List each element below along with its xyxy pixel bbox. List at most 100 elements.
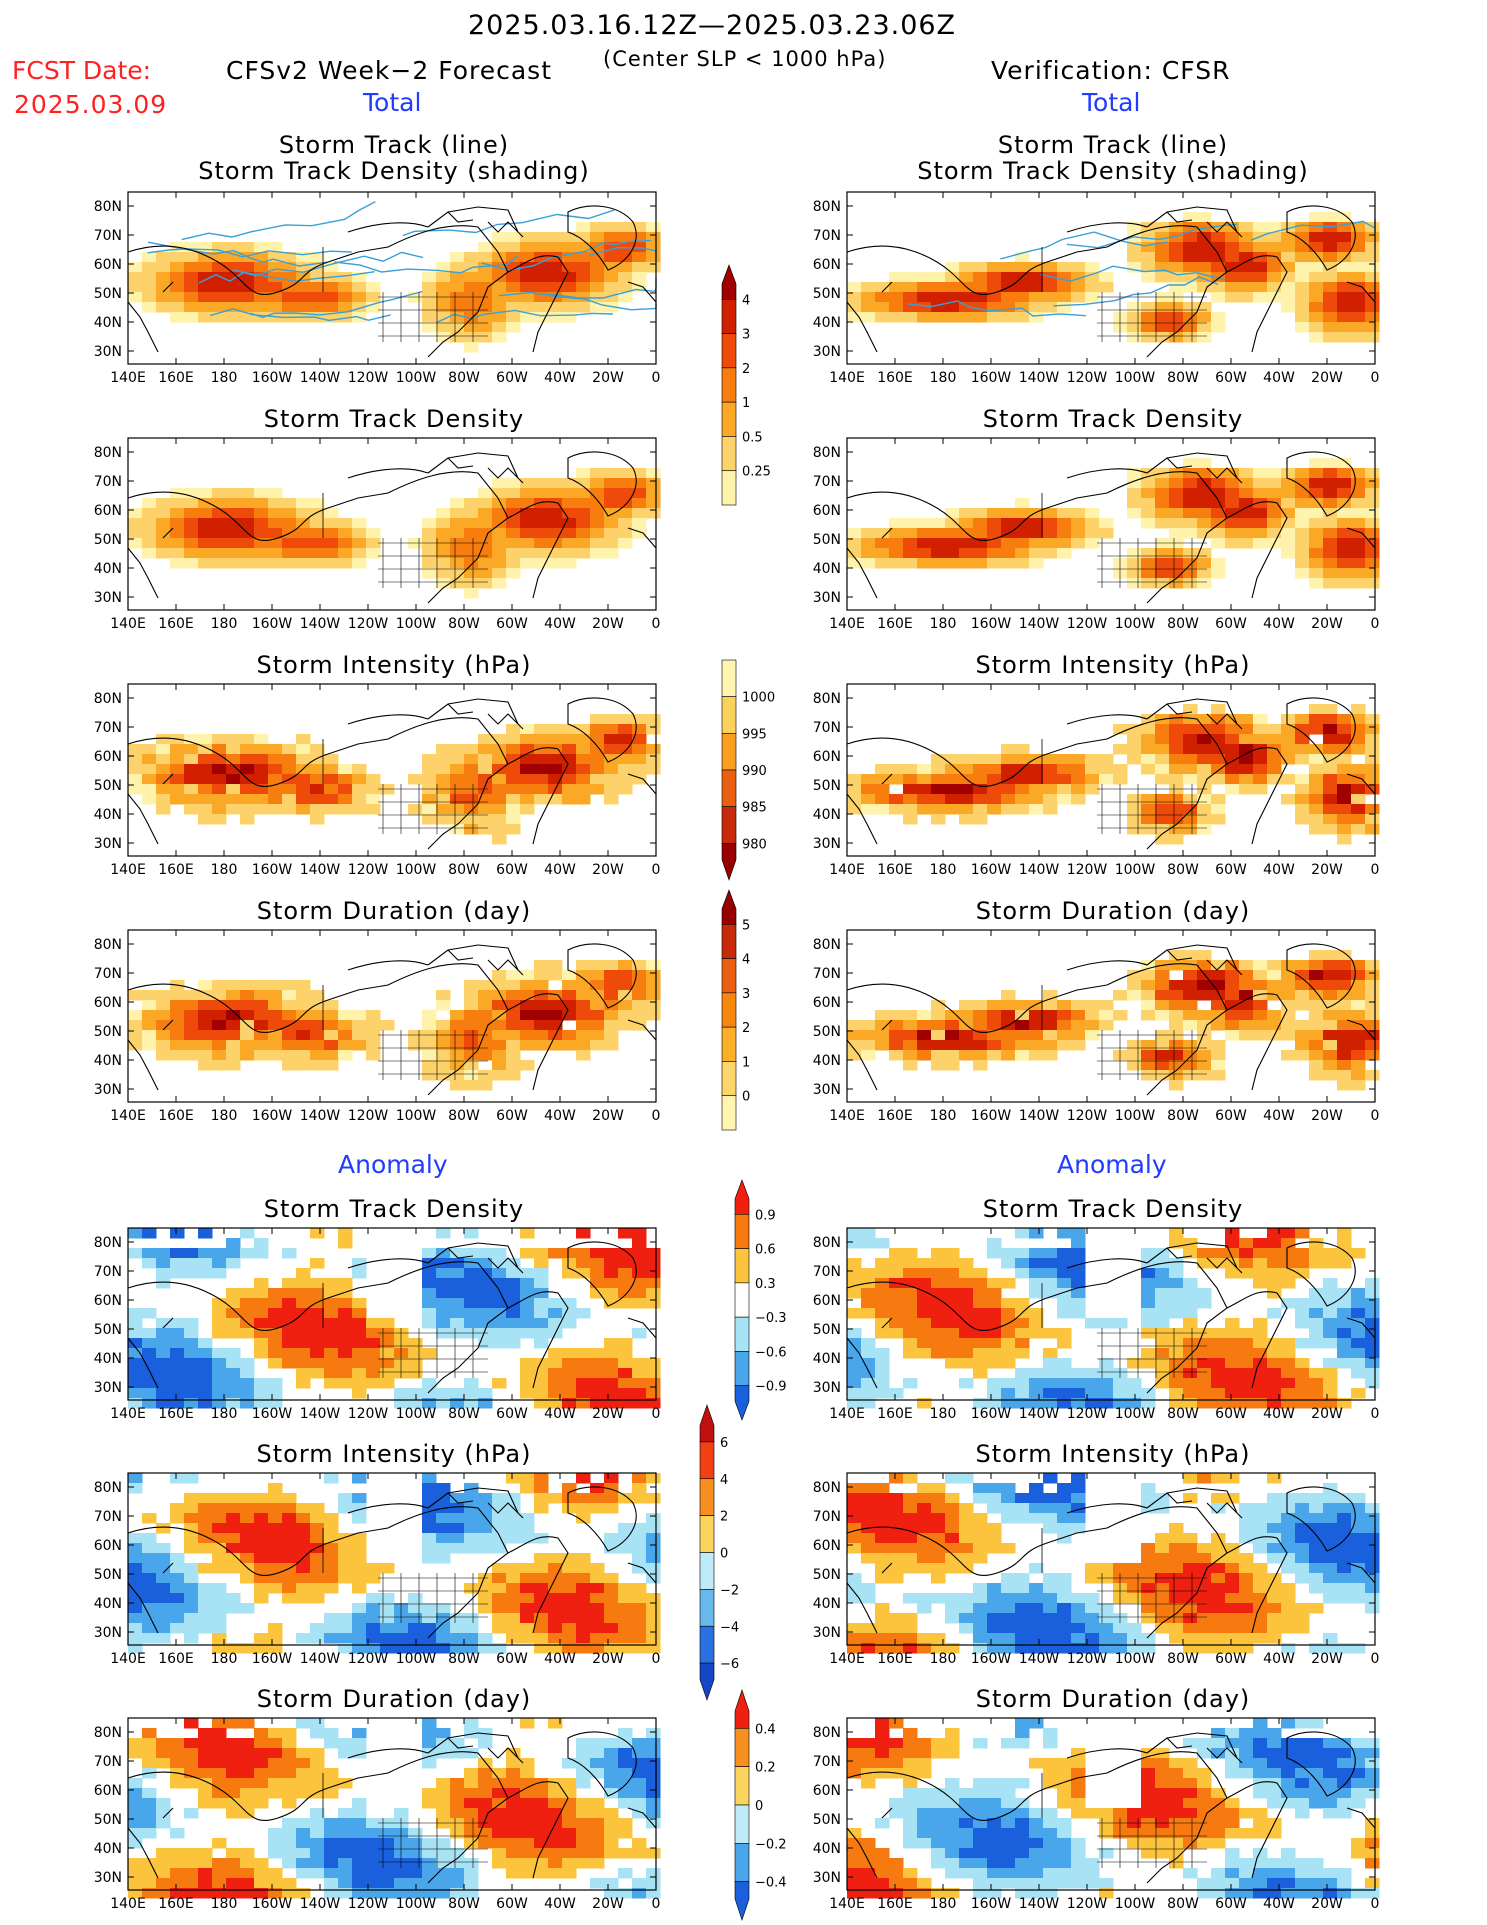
lon-tick-label: 140E <box>829 1651 865 1667</box>
lat-tick-label: 80N <box>813 937 841 953</box>
colorbar-tick-label: 995 <box>742 727 767 742</box>
lon-tick-label: 140W <box>1019 370 1060 386</box>
lat-tick-label: 40N <box>94 561 122 577</box>
colorbar-anom_density: 0.9 0.6 0.3 −0.3 −0.6 −0.9 <box>734 1179 787 1421</box>
colorbar-tick-label: 0 <box>720 1547 728 1562</box>
lat-tick-label: 80N <box>813 691 841 707</box>
lon-tick-label: 60W <box>1215 1108 1247 1124</box>
lon-tick-label: 100W <box>396 1406 437 1422</box>
lon-tick-label: 0 <box>1371 1108 1380 1124</box>
lon-tick-label: 180 <box>930 1896 957 1912</box>
lon-tick-label: 20W <box>592 1651 624 1667</box>
colorbar-tick-label: −0.9 <box>755 1380 787 1395</box>
lon-tick-label: 160W <box>971 862 1012 878</box>
lon-tick-label: 60W <box>496 862 528 878</box>
lon-tick-label: 100W <box>396 370 437 386</box>
lat-tick-label: 70N <box>94 720 122 736</box>
title-density-right: Storm Track Density <box>982 405 1244 433</box>
condition-text: (Center SLP < 1000 hPa) <box>603 47 887 71</box>
lon-tick-label: 180 <box>211 370 238 386</box>
lat-tick-label: 40N <box>813 1841 841 1857</box>
lon-tick-label: 100W <box>396 616 437 632</box>
lon-tick-label: 180 <box>930 1406 957 1422</box>
forecast-title: CFSv2 Week−2 Forecast <box>226 56 552 85</box>
lon-tick-label: 140W <box>1019 1406 1060 1422</box>
fcst-date-label: FCST Date: <box>12 56 152 85</box>
lon-tick-label: 160W <box>971 1406 1012 1422</box>
lon-tick-label: 60W <box>496 1406 528 1422</box>
lon-tick-label: 20W <box>592 370 624 386</box>
lat-tick-label: 70N <box>94 228 122 244</box>
lat-tick-label: 70N <box>813 966 841 982</box>
lon-tick-label: 160W <box>252 862 293 878</box>
lat-tick-label: 80N <box>813 445 841 461</box>
lon-tick-label: 120W <box>348 1651 389 1667</box>
lon-tick-label: 120W <box>348 862 389 878</box>
lon-tick-label: 140W <box>1019 1108 1060 1124</box>
map-panel-track-verification: 80N 70N 60N 50N 40N 30N 140E 160E 180 160W 140W 120… <box>813 191 1380 386</box>
lat-tick-label: 40N <box>813 1596 841 1612</box>
lat-tick-label: 60N <box>94 1783 122 1799</box>
lon-tick-label: 0 <box>652 1651 661 1667</box>
lat-tick-label: 50N <box>94 1567 122 1583</box>
lon-tick-label: 100W <box>1115 1108 1156 1124</box>
lon-tick-label: 40W <box>1263 370 1295 386</box>
colorbar-tick-label: 0.25 <box>742 465 771 480</box>
map-panel-density-forecast: 80N 70N 60N 50N 40N 30N 140E 160E 180 160W 140W 120… <box>94 437 661 632</box>
lon-tick-label: 40W <box>1263 1896 1295 1912</box>
colorbar-tick-label: 4 <box>720 1473 728 1488</box>
colorbar-tick-label: 0.2 <box>755 1761 776 1776</box>
lon-tick-label: 140E <box>829 370 865 386</box>
lon-tick-label: 160E <box>877 370 913 386</box>
colorbar-tick-label: 2 <box>742 362 750 377</box>
section-total-left: Total <box>363 88 422 117</box>
lon-tick-label: 140E <box>110 1108 146 1124</box>
map-panel-intensity-verification: 80N 70N 60N 50N 40N 30N 140E 160E 180 160W 140W 120… <box>813 683 1380 878</box>
lon-tick-label: 80W <box>448 1651 480 1667</box>
lon-tick-label: 40W <box>1263 1651 1295 1667</box>
map-panel-duration-forecast: 80N 70N 60N 50N 40N 30N 140E 160E 180 160W 140W 120… <box>94 929 661 1124</box>
lat-tick-label: 30N <box>813 1870 841 1886</box>
lon-tick-label: 0 <box>1371 616 1380 632</box>
lon-tick-label: 160W <box>252 1896 293 1912</box>
colorbar-tick-label: 0.9 <box>755 1208 776 1223</box>
lon-tick-label: 40W <box>544 1651 576 1667</box>
lon-tick-label: 160E <box>158 1406 194 1422</box>
colorbar-tick-label: 5 <box>742 918 750 933</box>
colorbar-tick-label: −2 <box>720 1583 739 1598</box>
lon-tick-label: 120W <box>1067 1651 1108 1667</box>
lon-tick-label: 40W <box>544 370 576 386</box>
lat-tick-label: 60N <box>813 1538 841 1554</box>
lat-tick-label: 60N <box>94 1293 122 1309</box>
title-anom-intensity-right: Storm Intensity (hPa) <box>975 1440 1251 1468</box>
lat-tick-label: 70N <box>94 966 122 982</box>
lon-tick-label: 140E <box>110 616 146 632</box>
lon-tick-label: 20W <box>592 1108 624 1124</box>
lon-tick-label: 100W <box>1115 1406 1156 1422</box>
lat-tick-label: 50N <box>813 1322 841 1338</box>
lat-tick-label: 30N <box>813 590 841 606</box>
colorbar-tick-label: 4 <box>742 293 750 308</box>
lon-tick-label: 80W <box>448 1406 480 1422</box>
lon-tick-label: 160E <box>158 616 194 632</box>
lon-tick-label: 140E <box>110 1651 146 1667</box>
lon-tick-label: 60W <box>496 616 528 632</box>
lon-tick-label: 140E <box>110 370 146 386</box>
lon-tick-label: 0 <box>652 616 661 632</box>
lon-tick-label: 20W <box>592 616 624 632</box>
lon-tick-label: 60W <box>496 370 528 386</box>
lon-tick-label: 0 <box>652 370 661 386</box>
lon-tick-label: 180 <box>211 1406 238 1422</box>
lat-tick-label: 30N <box>94 344 122 360</box>
title-density-left: Storm Track Density <box>263 405 525 433</box>
lat-tick-label: 80N <box>94 199 122 215</box>
map-panel-track-forecast: 80N 70N 60N 50N 40N 30N 140E 160E 180 160W 140W 120… <box>94 191 661 386</box>
lat-tick-label: 40N <box>94 1351 122 1367</box>
lon-tick-label: 140E <box>110 862 146 878</box>
lon-tick-label: 80W <box>448 1108 480 1124</box>
title-track-line-left: Storm Track (line) <box>278 131 510 159</box>
lat-tick-label: 60N <box>94 749 122 765</box>
map-panel-duration-verification: 80N 70N 60N 50N 40N 30N 140E 160E 180 160W 140W 120… <box>813 929 1380 1124</box>
lat-tick-label: 30N <box>94 1380 122 1396</box>
